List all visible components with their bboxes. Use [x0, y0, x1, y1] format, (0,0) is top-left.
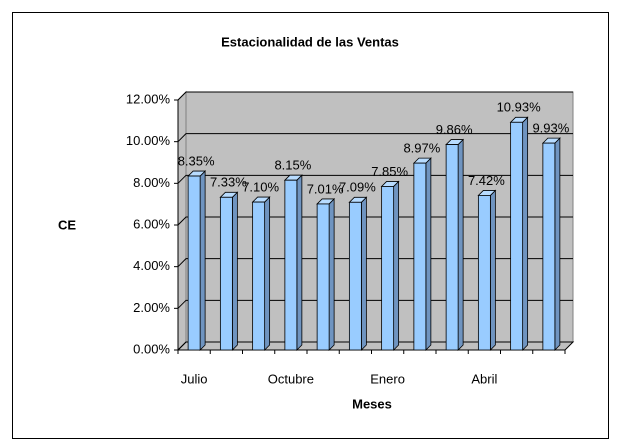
- x-tick-label: Octubre: [268, 371, 314, 386]
- bar-side: [522, 116, 529, 351]
- bar: [187, 175, 201, 351]
- y-tick-label: 4.00%: [133, 258, 170, 273]
- y-tick-label: 2.00%: [133, 300, 170, 315]
- bar-side: [264, 196, 271, 351]
- data-label: 7.42%: [468, 173, 505, 188]
- bar-side: [231, 191, 238, 351]
- bar: [510, 121, 524, 351]
- bar: [542, 142, 556, 351]
- y-tick-label: 12.00%: [126, 91, 171, 106]
- data-label: 7.33%: [210, 175, 247, 190]
- y-tick-label: 6.00%: [133, 216, 170, 231]
- data-label: 8.35%: [178, 153, 215, 168]
- grid-line: [177, 174, 573, 184]
- x-axis-label: Meses: [352, 396, 392, 411]
- bar-side: [199, 170, 206, 351]
- bar-side: [360, 196, 367, 351]
- chart-title: Estacionalidad de las Ventas: [221, 34, 399, 49]
- bar: [284, 179, 298, 351]
- grid-line: [177, 216, 573, 226]
- x-tick-label: Julio: [181, 371, 208, 386]
- data-label: 10.93%: [497, 100, 542, 115]
- grid-line: [177, 299, 573, 309]
- grid-line: [177, 258, 573, 268]
- bar-side: [393, 180, 400, 351]
- bar-side: [489, 189, 496, 351]
- bar: [348, 201, 362, 351]
- x-tick-label: Abril: [471, 371, 497, 386]
- data-label: 8.15%: [274, 158, 311, 173]
- bar: [219, 196, 233, 351]
- bar-side: [425, 157, 432, 351]
- data-label: 9.93%: [532, 121, 569, 136]
- y-tick-label: 8.00%: [133, 175, 170, 190]
- bar-side: [554, 137, 561, 351]
- bar: [252, 201, 266, 351]
- bar: [381, 186, 395, 351]
- grid-line: [177, 91, 573, 101]
- bar: [477, 195, 491, 351]
- grid-line: [177, 133, 573, 143]
- bar: [413, 162, 427, 351]
- bar: [316, 203, 330, 351]
- bar-side: [328, 197, 335, 351]
- data-label: 7.10%: [242, 180, 279, 195]
- x-tick-label: Enero: [370, 371, 405, 386]
- data-label: 7.85%: [371, 164, 408, 179]
- bar-side: [296, 174, 303, 351]
- data-label: 8.97%: [403, 141, 440, 156]
- grid-line: [177, 341, 573, 351]
- data-label: 7.01%: [307, 181, 344, 196]
- y-tick-label: 10.00%: [126, 133, 171, 148]
- bar: [445, 144, 459, 351]
- y-tick-label: 0.00%: [133, 341, 170, 356]
- data-label: 7.09%: [339, 180, 376, 195]
- data-label: 9.86%: [436, 122, 473, 137]
- bar-side: [457, 138, 464, 351]
- y-axis-label: CE: [58, 217, 76, 232]
